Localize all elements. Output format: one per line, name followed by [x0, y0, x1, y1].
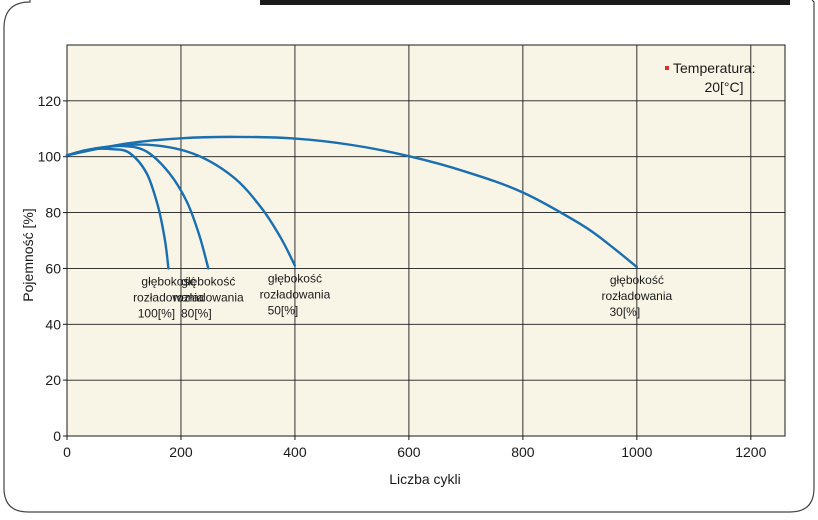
series-label-line: 50[%]: [268, 304, 299, 318]
y-tick-label: 20: [45, 372, 61, 388]
series-label-line: 100[%]: [138, 306, 175, 320]
series-label-line: głębokość: [141, 274, 195, 288]
series-label-line: 80[%]: [181, 306, 212, 320]
annotations-group: głębokość rozładowania 100[%] głębokość rozł…: [133, 272, 672, 321]
axis-ticks: 0 200 400 600 800 1000 1200 0 20 40 60 80 100 120: [38, 93, 767, 460]
legend: Temperatura: 20[°C]: [665, 60, 755, 95]
series-label-1: głębokość rozładowania 100[%]: [133, 274, 204, 320]
series-label-line: rozładowania: [173, 290, 244, 304]
series-label-line: rozładowania: [133, 290, 204, 304]
legend-line-1: Temperatura:: [673, 60, 755, 76]
plot-area: [66, 44, 786, 437]
legend-line-2: 20[°C]: [704, 79, 743, 95]
series-label-2: głębokość rozładowania 80[%]: [173, 274, 244, 320]
y-tick-label: 120: [38, 93, 62, 109]
series-label-line: głębokość: [610, 273, 664, 287]
x-tick-label: 400: [283, 444, 307, 460]
y-tick-label: 40: [45, 316, 61, 332]
x-tick-label: 0: [63, 444, 71, 460]
x-tick-label: 800: [511, 444, 535, 460]
series-label-line: głębokość: [181, 274, 235, 288]
y-tick-label: 100: [38, 149, 62, 165]
series-group: [65, 135, 638, 270]
x-tick-label: 1200: [735, 444, 766, 460]
series-line-4: [65, 135, 638, 269]
legend-marker: [665, 66, 669, 70]
x-tick-label: 1000: [621, 444, 652, 460]
series-label-line: rozładowania: [260, 288, 331, 302]
header-strip: [260, 0, 790, 5]
panel-frame: [3, 0, 815, 513]
x-tick-label: 600: [397, 444, 421, 460]
series-label-line: rozładowania: [601, 289, 672, 303]
y-tick-label: 80: [45, 205, 61, 221]
y-axis-label: Pojemność [%]: [20, 208, 36, 301]
series-label-4: głębokość rozładowania 30[%]: [601, 273, 672, 319]
series-label-3: głębokość rozładowania 50[%]: [260, 272, 331, 318]
series-label-line: 30[%]: [609, 305, 640, 319]
grid-lines: [67, 45, 785, 436]
x-axis-label: Liczba cykli: [389, 471, 461, 487]
series-label-line: głębokość: [268, 272, 322, 286]
y-tick-label: 60: [45, 260, 61, 276]
x-tick-label: 200: [169, 444, 193, 460]
y-tick-label: 0: [53, 428, 61, 444]
